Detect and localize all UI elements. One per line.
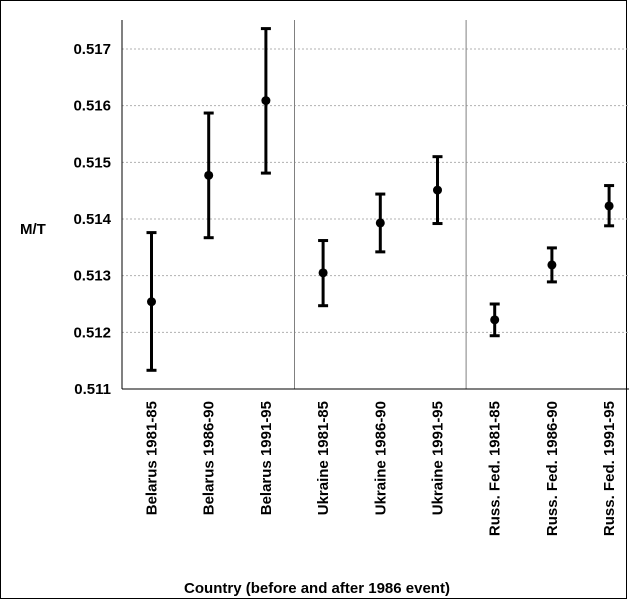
- data-point: [261, 96, 271, 106]
- y-tick-label: 0.512: [73, 324, 111, 341]
- y-tick-label: 0.515: [73, 154, 111, 171]
- data-point: [490, 315, 500, 325]
- axes: [121, 20, 629, 390]
- category-label: Russ. Fed. 1991-95: [601, 401, 618, 536]
- y-axis-title: M/T: [20, 221, 46, 238]
- x-axis-title: Country (before and after 1986 event): [184, 580, 450, 597]
- data-point: [547, 260, 557, 270]
- category-label: Russ. Fed. 1986-90: [544, 401, 561, 536]
- category-label: Ukraine 1991-95: [430, 401, 447, 515]
- data-point: [433, 185, 442, 195]
- y-tick-label: 0.513: [73, 268, 111, 285]
- data-point: [318, 268, 328, 278]
- y-tick-label: 0.514: [73, 211, 111, 228]
- data-point: [604, 201, 614, 211]
- category-labels: Belarus 1981-85 Belarus 1986-90 Belarus 19…: [144, 401, 619, 536]
- category-label: Ukraine 1981-85: [315, 401, 332, 515]
- gridlines: [122, 48, 629, 333]
- category-label: Russ. Fed. 1981-85: [487, 401, 504, 536]
- group-separators: [294, 20, 467, 389]
- y-tick-label: 0.516: [73, 98, 111, 115]
- data-point: [204, 170, 214, 180]
- category-label: Belarus 1981-85: [144, 401, 161, 515]
- data-series: [146, 27, 615, 372]
- y-tick-label: 0.517: [73, 41, 111, 58]
- category-label: Ukraine 1986-90: [372, 401, 389, 515]
- category-label: Belarus 1991-95: [258, 401, 275, 515]
- data-point: [375, 218, 385, 228]
- y-tick-label: 0.511: [74, 381, 111, 398]
- y-tick-labels: 0.511 0.512 0.513 0.514 0.515 0.516 0.517: [73, 41, 111, 398]
- data-point: [147, 297, 156, 307]
- category-label: Belarus 1986-90: [201, 401, 218, 515]
